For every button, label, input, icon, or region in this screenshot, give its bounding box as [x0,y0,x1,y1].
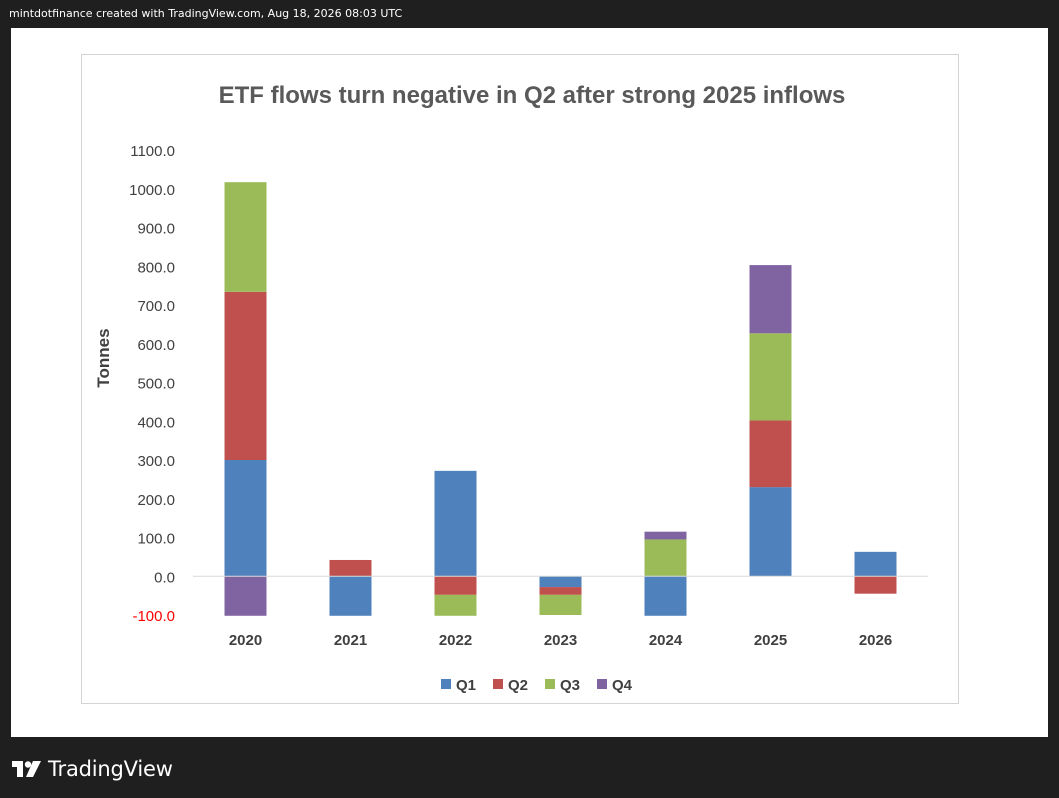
y-tick-label: 200.0 [137,492,175,509]
x-tick-label: 2026 [859,632,892,649]
bar-2023-q3 [539,594,582,615]
chart-caption: mintdotfinance created with TradingView.… [9,7,403,20]
bar-2026-q2 [854,576,897,594]
bar-2023-q2 [539,587,582,595]
stacked-bar-chart: ETF flows turn negative in Q2 after stro… [94,82,928,694]
bar-2024-q1 [644,576,687,616]
y-tick-label: 300.0 [137,453,175,470]
bar-2025-q4 [749,265,792,334]
legend-label-q1: Q1 [456,677,476,694]
bar-2025-q2 [749,420,792,488]
y-axis-ticks: 1100.0 1000.0 900.0 800.0 700.0 600.0 500.0 400… [129,143,175,625]
bar-2023-q1 [539,576,582,588]
y-tick-label: 400.0 [137,414,175,431]
chart-legend: Q1 Q2 Q3 Q4 [441,677,633,694]
bar-2022-q3 [434,594,477,616]
bar-2025-q1 [749,487,792,577]
bar-2020-q1 [224,460,267,577]
x-tick-label: 2021 [334,632,367,649]
bar-2024-q3 [644,539,687,577]
y-tick-label: 700.0 [137,298,175,315]
chart-frame: ETF flows turn negative in Q2 after stro… [81,54,959,704]
legend-swatch-q3 [545,679,555,689]
legend-label-q3: Q3 [560,677,580,694]
x-tick-label: 2024 [649,632,683,649]
bar-2020-q2 [224,291,267,460]
y-tick-label: -100.0 [132,608,175,625]
tradingview-logo-icon [12,761,41,777]
bar-2024-q4 [644,531,687,540]
bar-2022-q2 [434,576,477,595]
y-tick-label: 1000.0 [129,182,175,199]
y-tick-label: 500.0 [137,376,175,393]
chart-panel: ETF flows turn negative in Q2 after stro… [11,28,1048,737]
x-tick-label: 2023 [544,632,577,649]
x-axis-ticks: 2020 2021 2022 2023 2024 2025 2026 [229,632,892,649]
bar-2021-q2 [329,559,372,577]
bar-2025-q3 [749,333,792,421]
legend-label-q4: Q4 [612,677,633,694]
legend-swatch-q4 [597,679,607,689]
bar-2022-q1 [434,470,477,577]
y-tick-label: 900.0 [137,221,175,238]
y-tick-label: 100.0 [137,531,175,548]
x-tick-label: 2025 [754,632,787,649]
legend-swatch-q1 [441,679,451,689]
bar-2021-q1 [329,576,372,616]
bar-2020-q3 [224,182,267,292]
footer-branding: TradingView [12,754,173,784]
y-tick-label: 1100.0 [130,143,175,160]
y-tick-label: 0.0 [154,569,175,586]
legend-label-q2: Q2 [508,677,528,694]
y-axis-label: Tonnes [94,328,113,387]
legend-swatch-q2 [493,679,503,689]
tradingview-brand: TradingView [48,757,173,781]
bar-2026-q1 [854,551,897,577]
chart-title: ETF flows turn negative in Q2 after stro… [219,82,846,109]
y-tick-label: 800.0 [137,259,175,276]
x-tick-label: 2022 [439,632,472,649]
x-tick-label: 2020 [229,632,262,649]
bar-groups [224,182,897,616]
y-tick-label: 600.0 [137,337,175,354]
bar-2020-q4 [224,576,267,616]
